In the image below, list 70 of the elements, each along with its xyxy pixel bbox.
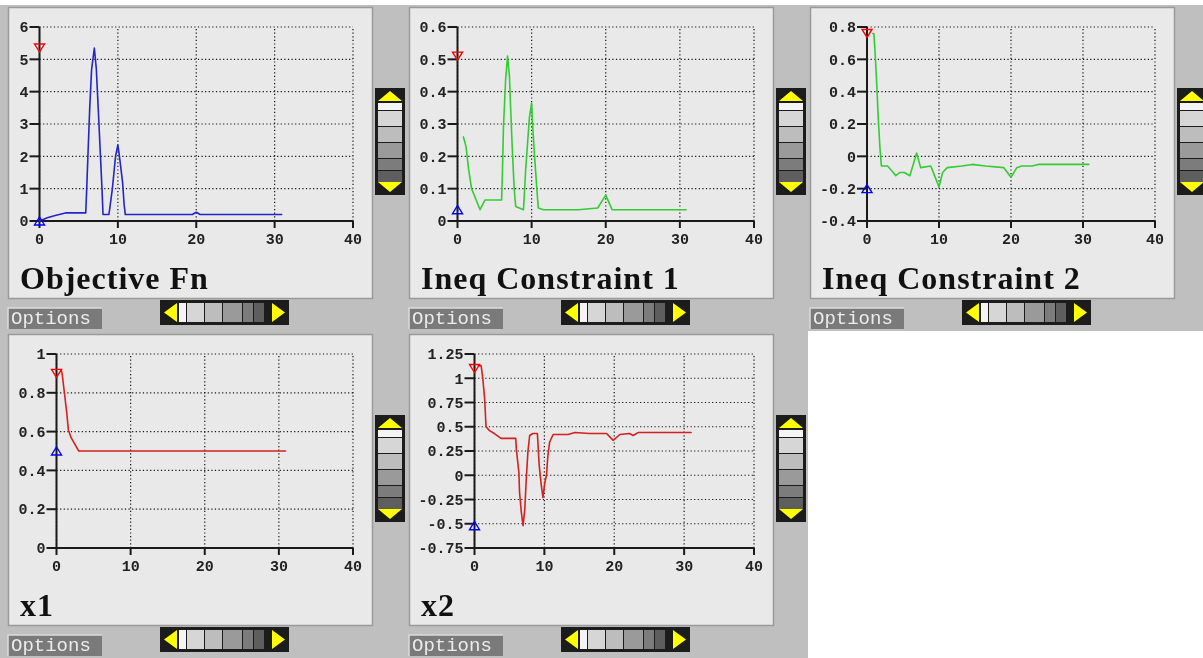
y-tick-label: 1 bbox=[19, 181, 29, 199]
y-tick-label: 3 bbox=[19, 117, 29, 135]
y-tick-label: 6 bbox=[19, 20, 29, 38]
line-series bbox=[462, 55, 687, 211]
x-tick-label: 40 bbox=[343, 559, 363, 576]
x-tick-label: 20 bbox=[1001, 232, 1021, 249]
y-tick-label: 0.6 bbox=[419, 20, 447, 38]
x-tick-label: 10 bbox=[535, 559, 554, 576]
y-tick-label: 0.25 bbox=[427, 444, 464, 462]
y-tick-label: 0.8 bbox=[828, 20, 856, 38]
y-tick-label: -0.75 bbox=[418, 541, 464, 559]
options-button: Options bbox=[7, 634, 103, 657]
y-tick-label: 0 bbox=[437, 214, 447, 232]
y-tick-label: 0.5 bbox=[419, 52, 447, 70]
x-tick-label: 40 bbox=[1145, 232, 1165, 249]
y-tick-label: 0.2 bbox=[419, 149, 447, 167]
text: x2 bbox=[421, 587, 455, 623]
x-tick-label: 10 bbox=[121, 559, 140, 576]
y-tick-label: -0.2 bbox=[819, 181, 856, 199]
x-tick-label: 20 bbox=[187, 232, 206, 249]
text: Ineq Constraint 2 bbox=[822, 260, 1081, 296]
text: Objective Fn bbox=[20, 260, 209, 296]
x-tick-label: 40 bbox=[744, 559, 764, 576]
y-tick-label: 0.2 bbox=[18, 502, 46, 520]
options-button: Options bbox=[809, 307, 905, 330]
y-tick-label: 0.6 bbox=[828, 52, 856, 70]
x-tick-label: 30 bbox=[269, 559, 288, 576]
y-tick-label: 0.2 bbox=[828, 117, 856, 135]
y-tick-label: 0 bbox=[36, 541, 46, 559]
options-button: Options bbox=[408, 634, 504, 657]
x-tick-label: 30 bbox=[1073, 232, 1093, 249]
text: Ineq Constraint 1 bbox=[421, 260, 680, 296]
x-tick-label: 20 bbox=[596, 232, 615, 249]
x-tick-label: 0 bbox=[862, 232, 872, 249]
y-tick-label: 0.75 bbox=[427, 395, 464, 413]
y-tick-label: 0.1 bbox=[419, 181, 447, 199]
x-tick-label: 10 bbox=[522, 232, 541, 249]
y-tick-label: 1 bbox=[454, 371, 464, 389]
x-tick-label: 20 bbox=[195, 559, 214, 576]
y-tick-label: 0.3 bbox=[419, 117, 447, 135]
x-tick-label: 0 bbox=[51, 559, 62, 576]
y-tick-label: 0.4 bbox=[828, 84, 856, 102]
y-tick-label: 1.25 bbox=[427, 347, 464, 365]
y-tick-label: -0.4 bbox=[819, 214, 856, 232]
y-tick-label: 0.4 bbox=[419, 84, 447, 102]
y-tick-label: 0 bbox=[846, 149, 856, 167]
options-button: Options bbox=[408, 307, 504, 330]
y-tick-label: 1 bbox=[36, 347, 46, 365]
x-tick-label: 20 bbox=[605, 559, 624, 576]
y-tick-label: -0.5 bbox=[427, 517, 464, 534]
y-tick-label: 2 bbox=[19, 149, 29, 167]
options-button: Options bbox=[7, 307, 103, 330]
y-tick-label: 0 bbox=[19, 214, 29, 232]
y-tick-label: 0.8 bbox=[18, 386, 46, 404]
x-tick-label: 40 bbox=[744, 232, 764, 249]
y-tick-label: 0.6 bbox=[18, 424, 46, 442]
y-tick-label: 0 bbox=[454, 468, 464, 486]
y-tick-label: 0.5 bbox=[436, 420, 464, 437]
x-tick-label: 30 bbox=[675, 559, 694, 576]
x-tick-label: 10 bbox=[108, 232, 127, 249]
x-tick-label: 10 bbox=[929, 232, 949, 249]
x-tick-label: 40 bbox=[343, 232, 363, 249]
text: x1 bbox=[20, 587, 54, 623]
x-tick-label: 30 bbox=[670, 232, 689, 249]
x-tick-label: 30 bbox=[265, 232, 284, 249]
y-tick-label: 5 bbox=[19, 52, 29, 70]
y-tick-label: 0.4 bbox=[18, 463, 46, 481]
x-tick-label: 0 bbox=[469, 559, 480, 576]
y-tick-label: 4 bbox=[19, 84, 29, 102]
y-tick-label: -0.25 bbox=[418, 492, 464, 510]
